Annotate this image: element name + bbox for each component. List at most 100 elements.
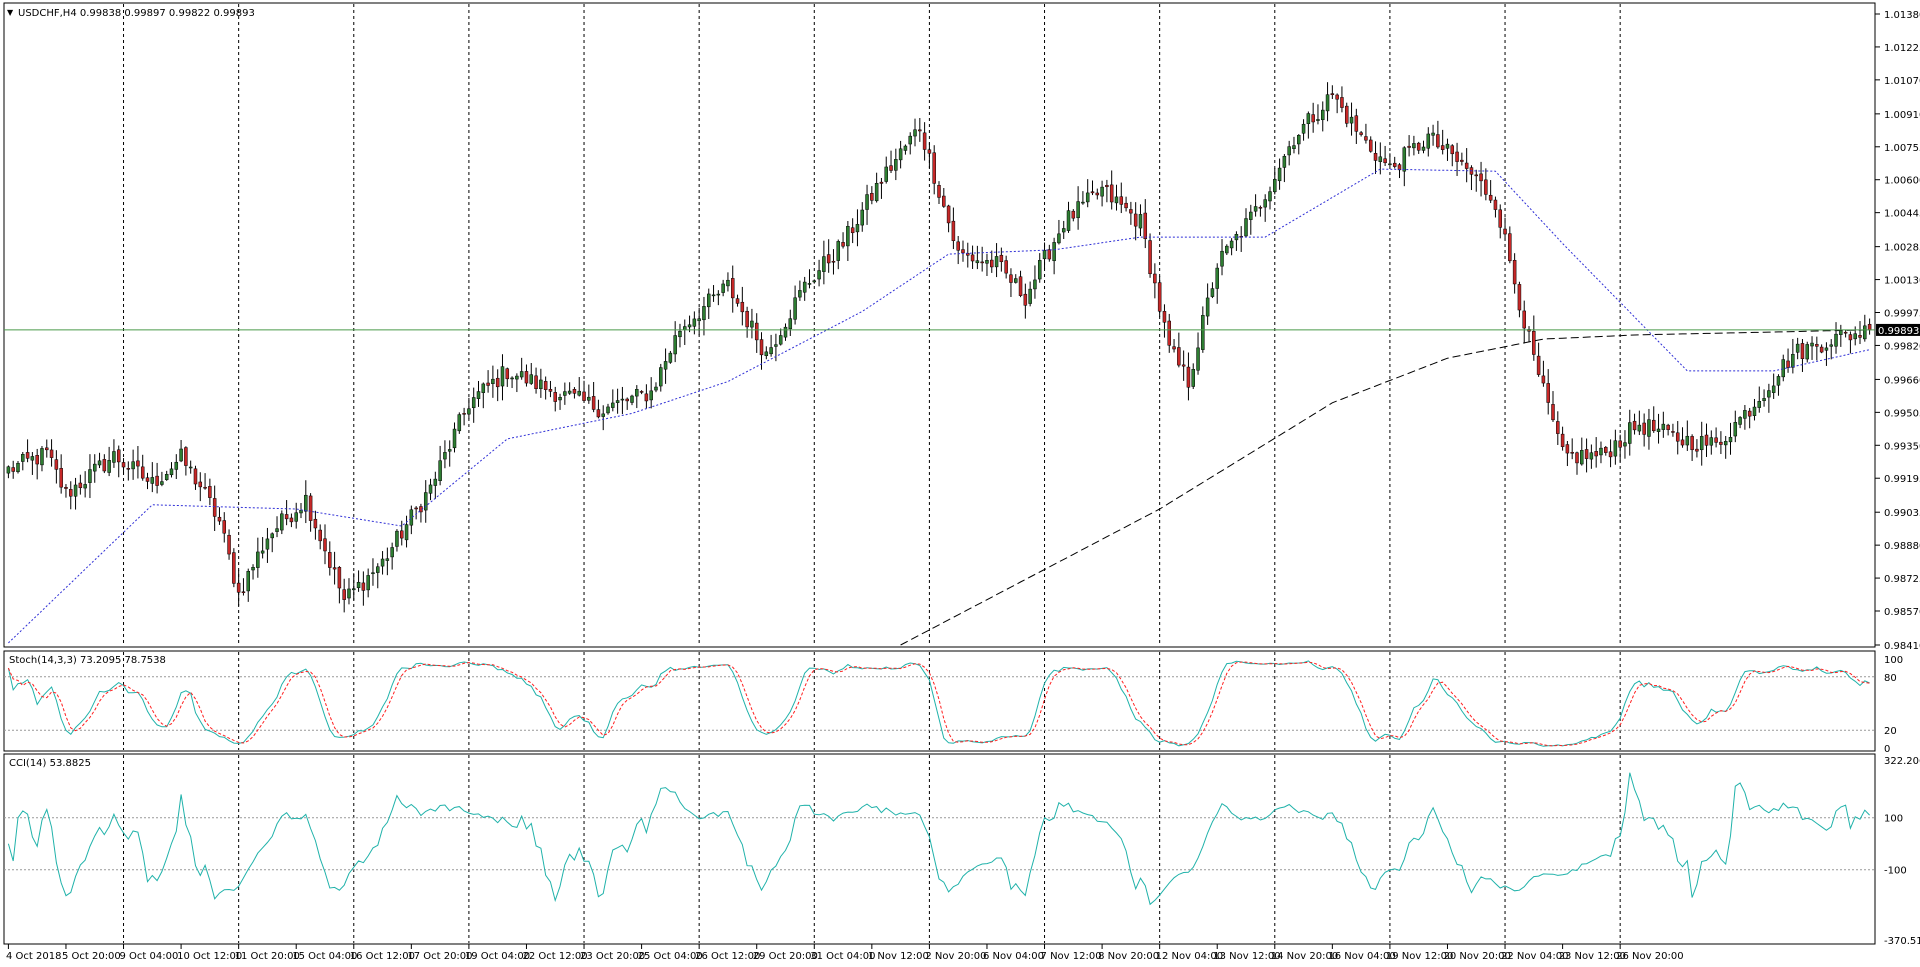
- time-tick-label: 31 Oct 04:00: [810, 951, 875, 962]
- candle-body: [639, 391, 644, 393]
- candle-body: [174, 461, 179, 470]
- cci-panel[interactable]: [3, 753, 1876, 945]
- candle-body: [1311, 114, 1315, 123]
- candle-body: [280, 513, 284, 531]
- candle-body: [884, 166, 888, 182]
- vertical-grid: [123, 755, 1621, 943]
- candle-body: [1503, 228, 1507, 235]
- candlestick-series[interactable]: [6, 82, 1872, 613]
- candle-body: [1810, 342, 1814, 347]
- candle-body: [495, 377, 500, 388]
- price-axis[interactable]: 1.01380 1.01225 1.01070 1.00910 1.00755 1.006…: [1875, 10, 1920, 652]
- candle-body: [1661, 423, 1666, 430]
- candle-body: [1488, 194, 1493, 201]
- candle-body: [1138, 214, 1143, 229]
- candle-body: [69, 489, 73, 497]
- candle-body: [1129, 209, 1133, 214]
- candle-body: [304, 494, 308, 512]
- candle-body: [836, 241, 841, 261]
- candle-body: [1033, 279, 1037, 290]
- candle-body: [227, 534, 231, 555]
- candle-body: [721, 283, 725, 293]
- candle-body: [1541, 375, 1546, 384]
- time-tick-label: 5 Oct 20:00: [62, 951, 121, 962]
- candle-body: [1570, 452, 1574, 454]
- candle-body: [1440, 145, 1445, 150]
- candle-body: [145, 477, 150, 482]
- candle-body: [1359, 132, 1363, 135]
- candle-body: [1306, 113, 1311, 124]
- candle-body: [1628, 422, 1632, 444]
- candle-body: [409, 509, 414, 526]
- candle-body: [1340, 97, 1344, 108]
- candle-body: [687, 324, 692, 328]
- time-tick-label: 2 Nov 20:00: [925, 951, 986, 962]
- candle-body: [155, 475, 159, 486]
- candle-body: [975, 260, 980, 264]
- candle-body: [1018, 276, 1023, 296]
- candle-body: [903, 145, 908, 151]
- candle-body: [764, 351, 769, 357]
- time-tick-label: 26 Nov 20:00: [1616, 951, 1683, 962]
- candle-body: [1604, 447, 1608, 453]
- symbol-header: USDCHF,H4 0.99838 0.99897 0.99822 0.9989…: [18, 8, 255, 19]
- time-tick-label: 16 Nov 04:00: [1328, 951, 1395, 962]
- candle-body: [73, 484, 78, 497]
- candle-body: [112, 451, 116, 463]
- candle-body: [1824, 347, 1829, 351]
- candle-body: [1714, 437, 1718, 443]
- candle-body: [1100, 186, 1104, 197]
- candle-body: [1378, 156, 1383, 162]
- candle-body: [663, 361, 668, 370]
- candle-body: [994, 256, 999, 268]
- time-tick-label: 10 Oct 12:00: [177, 951, 242, 962]
- candle-body: [855, 224, 860, 233]
- cci-tick-label: 322.2063: [1884, 756, 1920, 767]
- chart-collapse-icon[interactable]: ▼: [7, 8, 14, 17]
- candle-body: [423, 492, 428, 511]
- time-tick-label: 6 Nov 04:00: [983, 951, 1044, 962]
- candle-body: [635, 389, 639, 397]
- candle-body: [1508, 233, 1512, 262]
- candle-body: [587, 396, 591, 401]
- time-tick-label: 4 Oct 2018: [6, 951, 61, 962]
- candle-body: [644, 393, 649, 402]
- candle-body: [352, 588, 356, 591]
- candle-body: [1532, 331, 1536, 355]
- candle-body: [985, 260, 989, 264]
- candle-body: [1186, 366, 1191, 388]
- price-panel[interactable]: [3, 2, 1876, 648]
- candle-body: [1335, 94, 1339, 100]
- candle-body: [937, 185, 941, 198]
- candle-body: [615, 400, 620, 403]
- candle-body: [1843, 331, 1848, 334]
- price-tick-label: 1.00600: [1884, 176, 1920, 187]
- candle-body: [1743, 410, 1747, 419]
- time-tick-label: 7 Nov 12:00: [1041, 951, 1102, 962]
- candle-body: [1848, 334, 1853, 341]
- candle-body: [951, 220, 956, 241]
- candle-body: [563, 391, 567, 396]
- candle-body: [289, 517, 294, 523]
- vertical-grid: [123, 652, 1621, 750]
- candle-body: [1119, 196, 1124, 205]
- candle-body: [284, 514, 289, 520]
- candle-body: [457, 414, 462, 432]
- time-tick-label: 19 Oct 04:00: [465, 951, 530, 962]
- candle-body: [745, 310, 749, 328]
- time-tick-label: 19 Nov 12:00: [1386, 951, 1453, 962]
- candle-body: [505, 368, 510, 380]
- candle-body: [908, 135, 912, 145]
- candle-body: [1354, 115, 1359, 132]
- candle-body: [1061, 228, 1066, 233]
- candle-body: [1090, 191, 1095, 194]
- candle-body: [88, 469, 92, 483]
- stoch-tick-label: 0: [1884, 744, 1890, 755]
- price-tick-label: 0.98725: [1884, 574, 1920, 585]
- candle-body: [1690, 436, 1694, 451]
- candle-body: [1464, 162, 1469, 169]
